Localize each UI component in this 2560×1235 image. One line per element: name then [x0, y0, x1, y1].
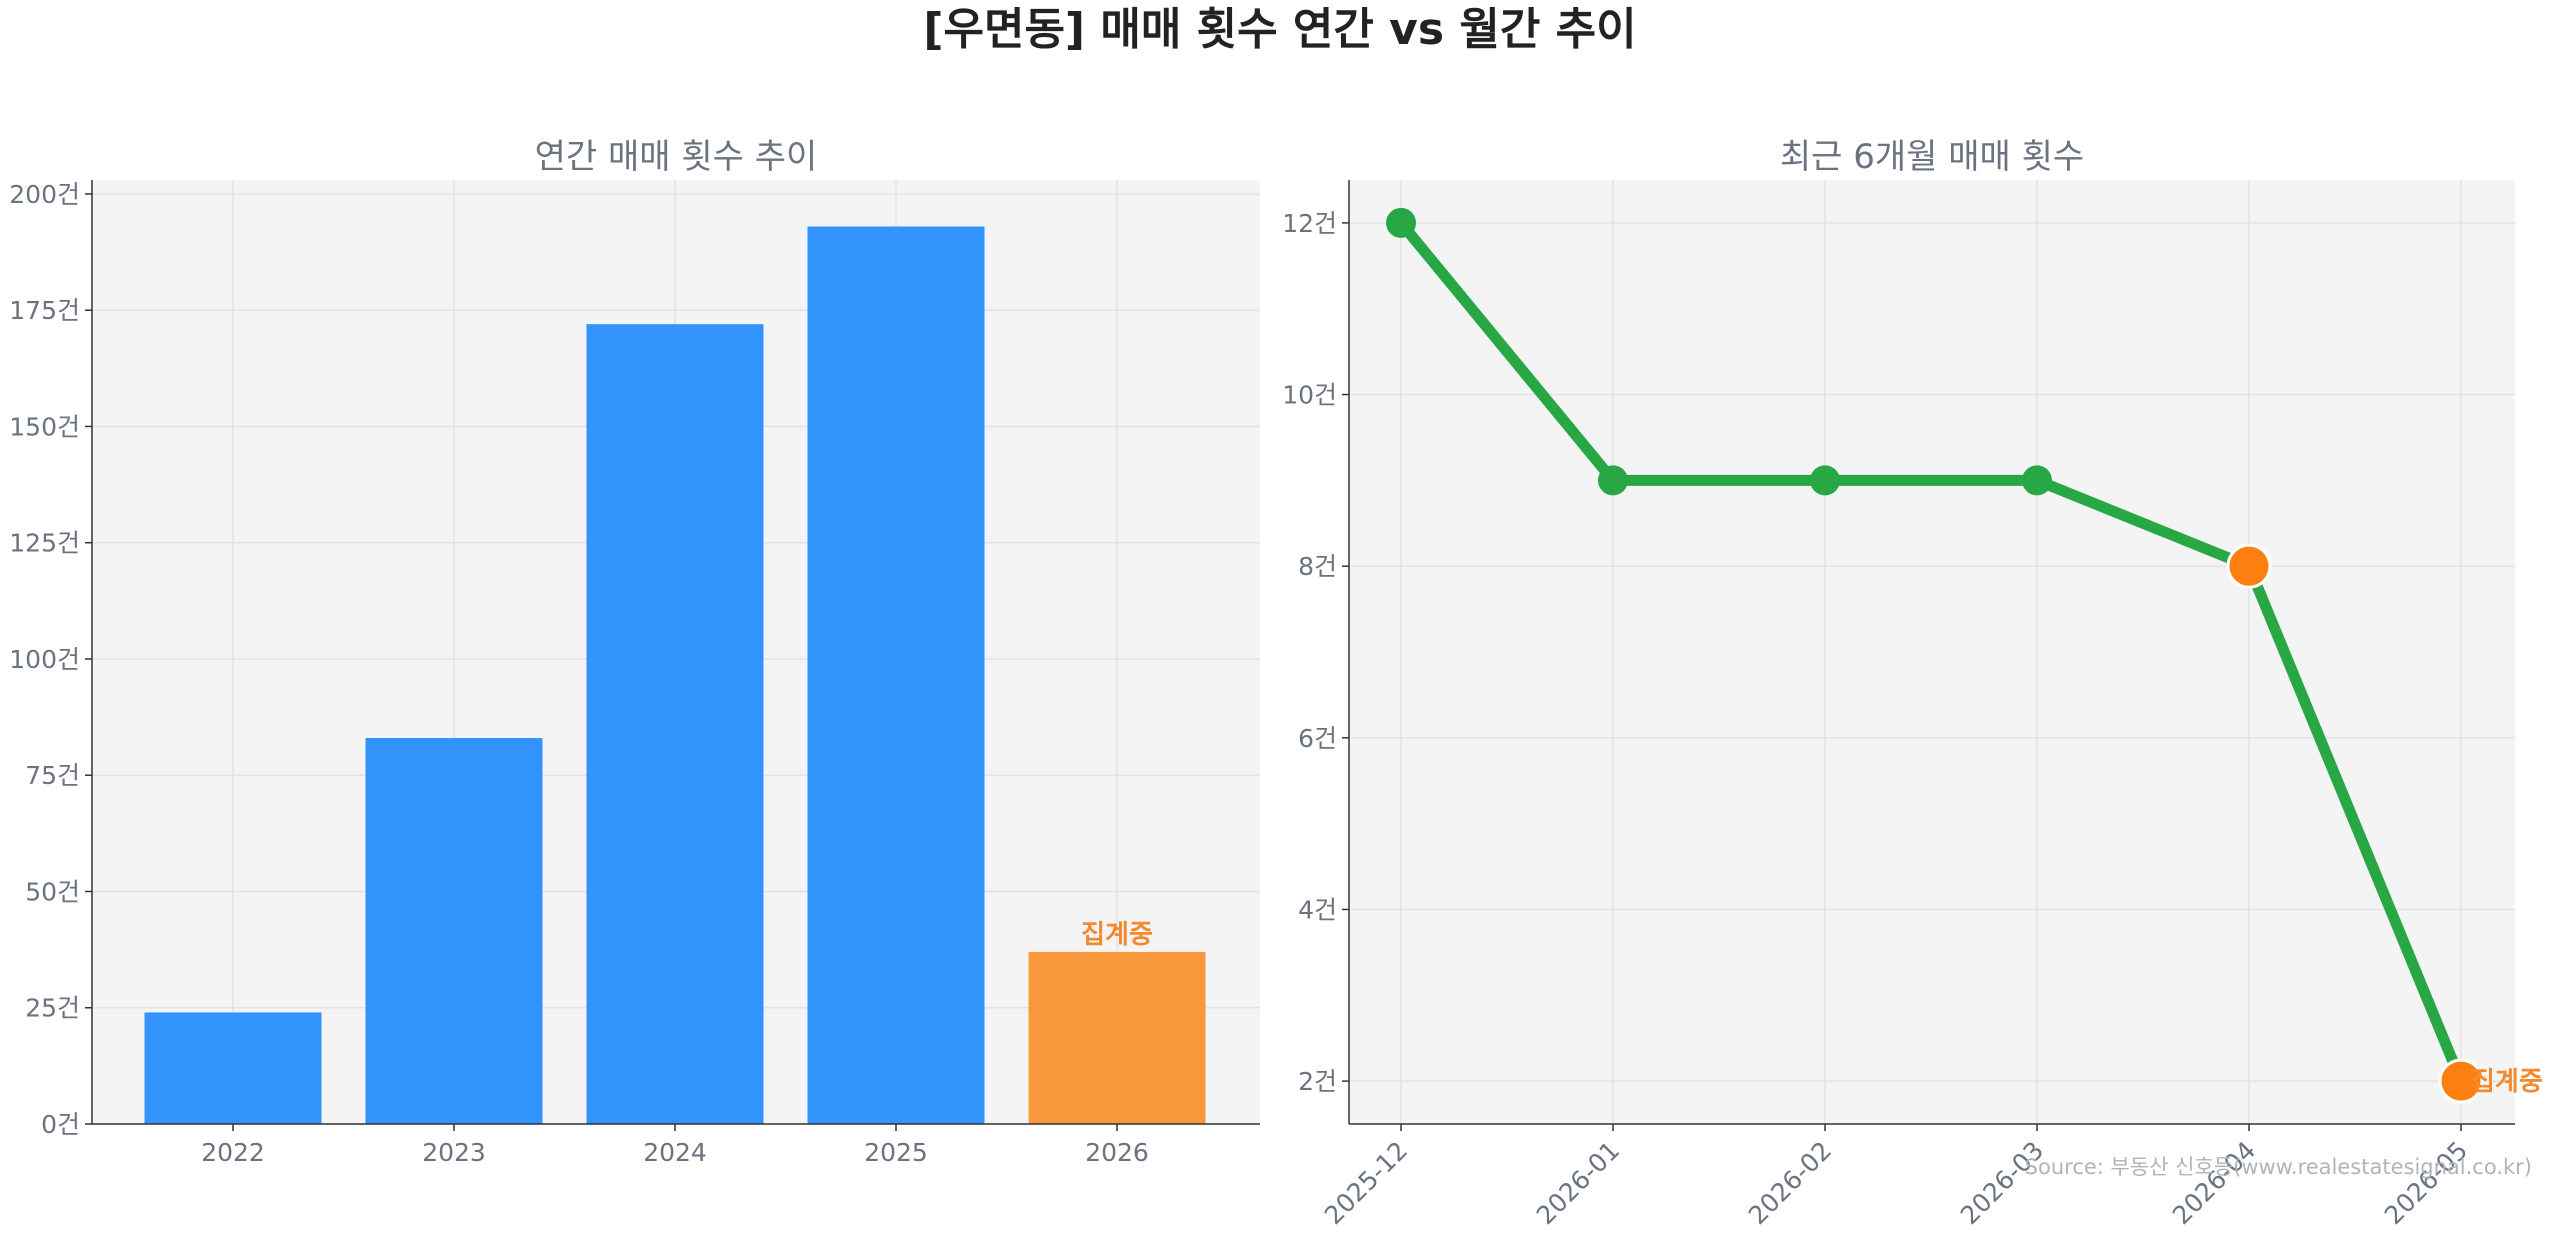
- line-plot-area: [1349, 180, 2515, 1124]
- bar-y-tick-label: 75건: [25, 761, 80, 790]
- bar-x-tick-label: 2023: [422, 1138, 486, 1167]
- line-marks: 집계중: [1386, 207, 2543, 1104]
- bar-x-tick-label: 2025: [864, 1138, 928, 1167]
- source-caption: Source: 부동산 신호등(www.realestatesignal.co.…: [2025, 1155, 2532, 1179]
- line-y-tick-label: 6건: [1298, 724, 1337, 753]
- line-x-tick-label: 2026-03: [1955, 1136, 2049, 1230]
- bar-y-ticks: 0건 25건 50건 75건 100건 125건 150건 175건 200건: [9, 180, 92, 1139]
- line-y-tick-label: 10건: [1282, 381, 1337, 410]
- line-y-tick-label: 4건: [1298, 895, 1337, 924]
- line-gridlines: [1349, 180, 2515, 1124]
- line-x-tick-label: 2026-04: [2167, 1136, 2261, 1230]
- bar-y-tick-label: 175건: [9, 296, 80, 325]
- bar-y-tick-label: 150건: [9, 412, 80, 441]
- line-x-tick-label: 2025-12: [1319, 1136, 1413, 1230]
- bar-annotation: 집계중: [1081, 920, 1153, 950]
- line-point-highlight-2026-04: [2226, 543, 2272, 589]
- bar-y-tick-label: 100건: [9, 645, 80, 674]
- bar-2026: [1028, 951, 1206, 1124]
- line-series: [1395, 217, 2467, 1087]
- line-annotation: 집계중: [2471, 1067, 2543, 1097]
- line-x-tick-label: 2026-05: [2379, 1136, 2473, 1230]
- line-point-2025-12: [1386, 207, 1416, 238]
- annual-bar-chart: 연간 매매 횟수 추이 집계중 0건 25건 50건 75건 100건 125건 150건 1…: [9, 137, 1260, 1167]
- bar-y-tick-label: 50건: [25, 877, 80, 906]
- bar-2023: [365, 738, 543, 1124]
- line-point-2026-02: [1810, 465, 1840, 496]
- bar-x-ticks: 2022 2023 2024 2025 2026: [201, 1124, 1149, 1167]
- line-x-tick-label: 2026-02: [1743, 1136, 1837, 1230]
- line-point-highlight-2026-05: [2438, 1058, 2484, 1104]
- bar-x-tick-label: 2024: [643, 1138, 707, 1167]
- line-chart-title: 최근 6개월 매매 횟수: [1780, 137, 2084, 177]
- bar-2024: [586, 324, 764, 1125]
- line-x-tick-label: 2026-01: [1531, 1136, 1625, 1230]
- line-point-2026-03: [2022, 465, 2052, 496]
- bar-x-tick-label: 2022: [201, 1138, 265, 1167]
- bar-y-tick-label: 200건: [9, 180, 80, 209]
- line-y-ticks: 2건 4건 6건 8건 10건 12건: [1282, 209, 1349, 1096]
- line-point-2026-01: [1598, 465, 1628, 496]
- figure-title: [우면동] 매매 횟수 연간 vs 월간 추이: [923, 4, 1636, 55]
- bar-y-tick-label: 0건: [41, 1110, 80, 1139]
- bar-2025: [807, 226, 985, 1125]
- bar-y-tick-label: 125건: [9, 529, 80, 558]
- bar-y-tick-label: 25건: [25, 994, 80, 1023]
- bar-chart-title: 연간 매매 횟수 추이: [535, 137, 818, 177]
- line-y-tick-label: 12건: [1282, 209, 1337, 238]
- bar-x-tick-label: 2026: [1085, 1138, 1149, 1167]
- bar-2022: [144, 1012, 322, 1124]
- monthly-line-chart: 최근 6개월 매매 횟수 집계중 2건 4건 6건 8건 10건 12건 2025-12 2…: [1282, 137, 2543, 1230]
- line-y-tick-label: 8건: [1298, 552, 1337, 581]
- line-y-tick-label: 2건: [1298, 1067, 1337, 1096]
- bar-marks: 집계중: [144, 226, 1206, 1125]
